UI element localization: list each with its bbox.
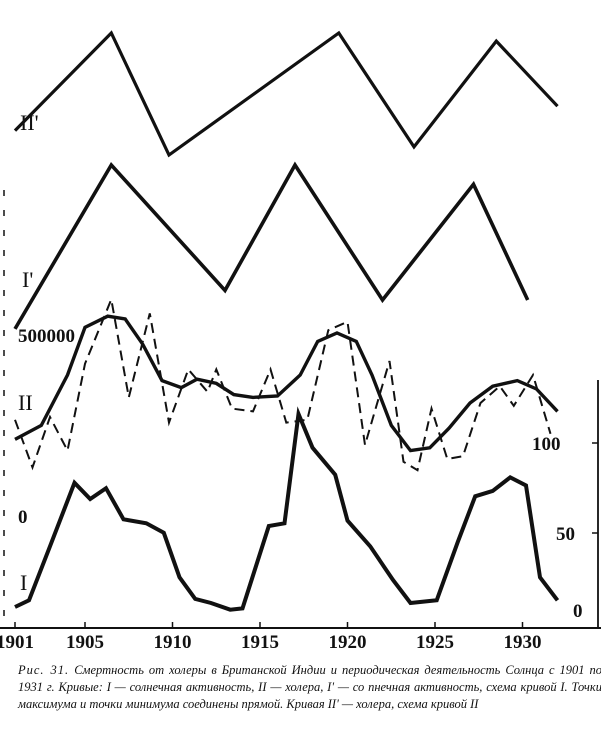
curve-label-ii-prime: II' (20, 110, 39, 135)
series-line-ii-smoothed (14, 314, 559, 453)
curves (13, 30, 560, 612)
right-tick-50: 50 (556, 524, 575, 545)
series-line-i-prime (13, 161, 530, 330)
x-tick-label: 1930 (504, 632, 542, 653)
caption-text: Смертность от холеры в Британской Индии … (18, 663, 601, 711)
x-tick-label: 1915 (241, 632, 279, 653)
left-label-500000: 500000 (18, 326, 75, 347)
figure-caption: Рис. 31. Смертность от холеры в Британск… (18, 662, 601, 713)
caption-label: Рис. 31. (18, 663, 70, 677)
labels: II' I' II I 500000 0 100 50 0 (18, 110, 583, 622)
curve-label-i: I (20, 570, 27, 595)
x-tick-label: 1901 (0, 632, 34, 653)
series-line-ii-prime (13, 30, 559, 158)
curve-label-i-prime: I' (22, 267, 33, 292)
x-tick-label: 1910 (154, 632, 192, 653)
curve-label-ii: II (18, 390, 33, 415)
x-tick-label: 1920 (329, 632, 367, 653)
x-tick-label: 1905 (66, 632, 104, 653)
chart-frame (0, 190, 601, 629)
series-line-ii (14, 295, 552, 472)
left-label-0: 0 (18, 507, 28, 528)
chart: II' I' II I 500000 0 100 50 0 1901 1905 19… (0, 30, 601, 653)
x-tick-labels: 1901 1905 1910 1915 1920 1925 1930 (0, 622, 542, 653)
right-tick-100: 100 (532, 434, 561, 455)
right-tick-0: 0 (573, 601, 583, 622)
series-line-i (14, 406, 560, 612)
x-tick-label: 1925 (416, 632, 454, 653)
